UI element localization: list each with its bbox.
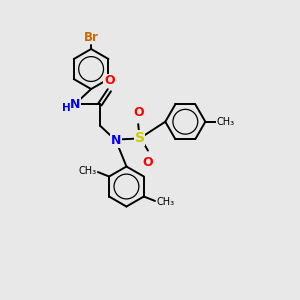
- Text: Br: Br: [84, 31, 98, 44]
- Text: O: O: [104, 74, 115, 87]
- Text: CH₃: CH₃: [79, 166, 97, 176]
- Text: CH₃: CH₃: [156, 197, 174, 207]
- Text: H: H: [62, 103, 71, 113]
- Text: CH₃: CH₃: [217, 117, 235, 127]
- Text: O: O: [133, 106, 143, 119]
- Text: N: N: [70, 98, 80, 111]
- Text: O: O: [142, 156, 153, 169]
- Text: N: N: [111, 134, 121, 147]
- Text: S: S: [135, 131, 145, 145]
